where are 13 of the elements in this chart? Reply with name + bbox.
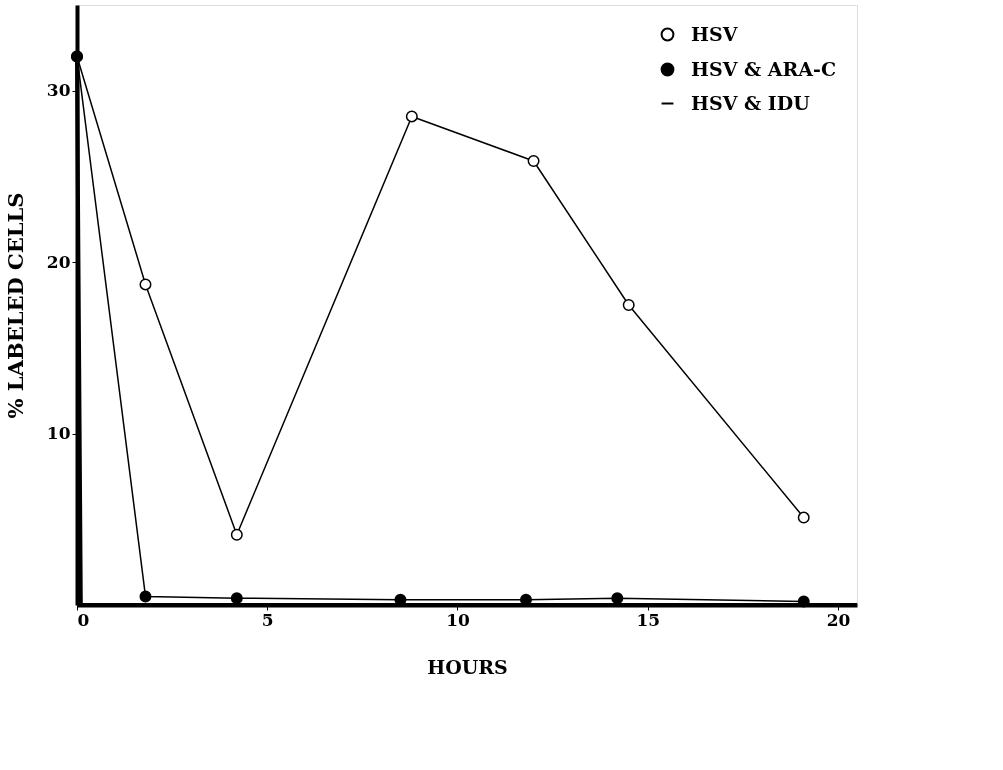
x-tick-label: 5 xyxy=(261,609,274,630)
x-axis-title: HOURS xyxy=(427,655,508,678)
legend-label: HSV & IDU xyxy=(691,91,811,114)
x-tick-label: 20 xyxy=(826,609,851,630)
y-tick-label: 20 xyxy=(46,251,71,272)
y-tick-label: 10 xyxy=(46,423,71,444)
x-tick-label: 15 xyxy=(636,609,661,630)
x-tick-label: 0 xyxy=(77,609,90,630)
y-axis-title: % LABELED CELLS xyxy=(2,192,28,419)
legend-label: HSV xyxy=(691,22,739,45)
legend-label: HSV & ARA-C xyxy=(691,57,837,80)
y-tick-label: 30 xyxy=(46,80,71,101)
x-tick-label: 10 xyxy=(446,609,470,630)
